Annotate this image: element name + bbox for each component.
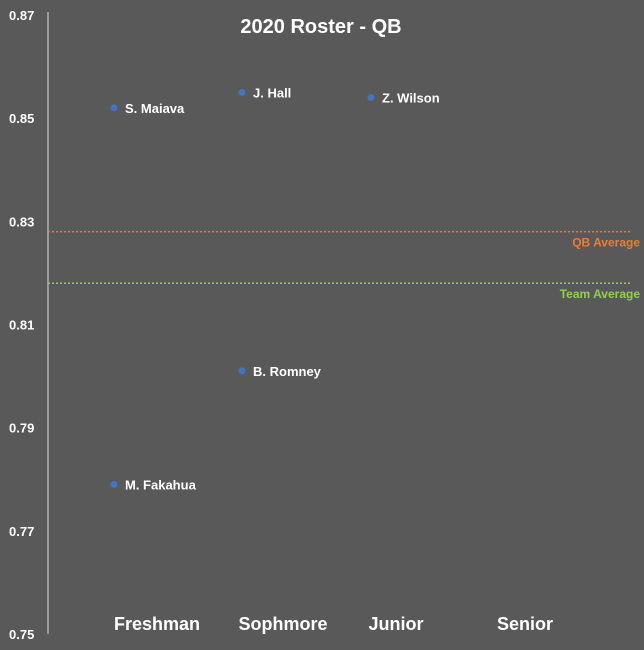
reference-line-label: Team Average bbox=[560, 287, 641, 301]
x-category-label: Sophmore bbox=[238, 614, 327, 634]
reference-lines: QB Average Team Average bbox=[48, 230, 641, 301]
x-category-label: Junior bbox=[368, 614, 423, 634]
data-point bbox=[110, 480, 118, 488]
y-tick-label: 0.77 bbox=[9, 524, 34, 539]
data-point-label: Z. Wilson bbox=[382, 91, 440, 106]
data-point-label: S. Maiava bbox=[125, 101, 185, 116]
data-point bbox=[238, 367, 246, 375]
data-point bbox=[238, 88, 246, 96]
data-point-label: B. Romney bbox=[253, 364, 322, 379]
data-point-label: M. Fakahua bbox=[125, 477, 197, 492]
data-point bbox=[110, 104, 118, 112]
y-tick-label: 0.75 bbox=[9, 627, 34, 642]
chart-title: 2020 Roster - QB bbox=[240, 16, 401, 38]
x-category-label: Freshman bbox=[114, 614, 200, 634]
y-tick-label: 0.83 bbox=[9, 214, 34, 229]
data-point bbox=[367, 94, 375, 102]
y-tick-label: 0.85 bbox=[9, 111, 34, 126]
y-tick-label: 0.87 bbox=[9, 8, 34, 23]
reference-line-label: QB Average bbox=[572, 236, 640, 250]
data-points: S. Maiava M. Fakahua J. Hall B. Romney Z. Wi… bbox=[110, 85, 440, 492]
data-point-label: J. Hall bbox=[253, 85, 291, 100]
y-tick-label: 0.81 bbox=[9, 318, 34, 333]
x-category-labels: Freshman Sophmore Junior Senior bbox=[114, 614, 553, 634]
y-tick-label: 0.79 bbox=[9, 421, 34, 436]
y-tick-labels: 0.75 0.77 0.79 0.81 0.83 0.85 0.87 bbox=[9, 8, 34, 642]
x-category-label: Senior bbox=[497, 614, 553, 634]
